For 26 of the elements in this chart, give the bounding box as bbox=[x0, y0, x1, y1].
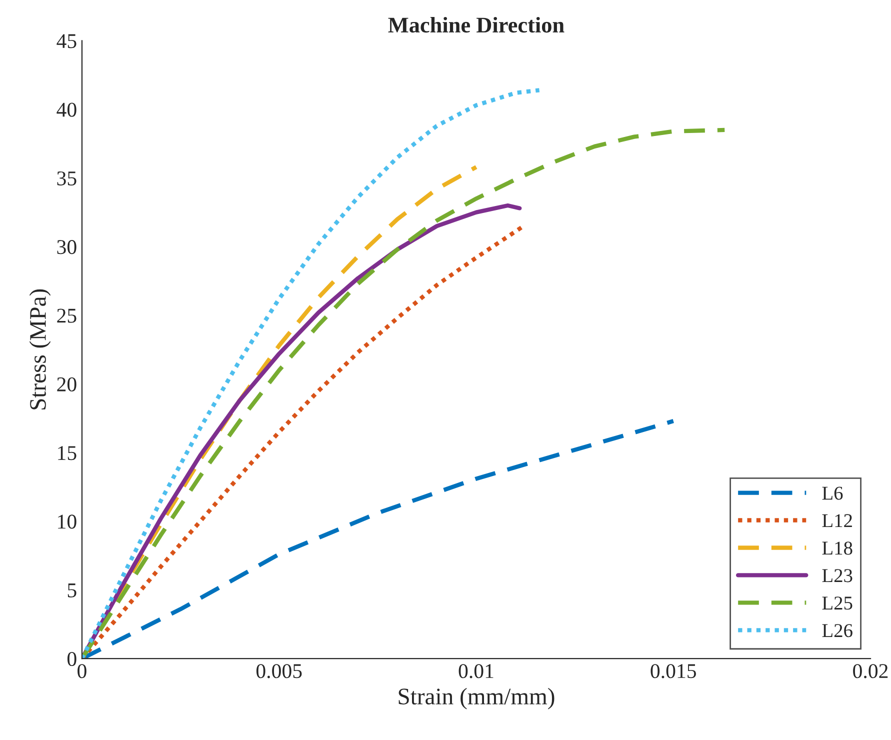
legend-label: L18 bbox=[822, 542, 852, 555]
y-tick-label: 0 bbox=[67, 652, 76, 666]
line-series bbox=[82, 88, 542, 659]
x-tick-label: 0.005 bbox=[256, 664, 302, 678]
x-tick-label: 0.02 bbox=[853, 664, 888, 678]
y-tick-label: 10 bbox=[58, 514, 76, 529]
legend-label: L12 bbox=[822, 514, 852, 528]
line-series bbox=[82, 128, 727, 659]
y-tick-label: 30 bbox=[57, 240, 76, 254]
y-tick-label: 25 bbox=[57, 308, 76, 323]
legend-label: L6 bbox=[822, 486, 843, 500]
legend-label: L26 bbox=[822, 624, 852, 638]
y-axis-title: Stress (MPa) bbox=[29, 289, 51, 410]
legend-label: L25 bbox=[822, 596, 852, 610]
y-tick-label: 5 bbox=[68, 584, 76, 598]
y-tick-label: 20 bbox=[57, 377, 76, 392]
chart-title: Machine Direction bbox=[388, 16, 564, 33]
x-tick-label: 0.01 bbox=[458, 664, 494, 678]
y-tick-label: 45 bbox=[56, 34, 76, 48]
x-tick-label: 0.015 bbox=[650, 664, 696, 678]
x-tick-label: 0 bbox=[78, 664, 86, 678]
x-axis-title: Strain (mm/mm) bbox=[398, 688, 554, 710]
y-tick-label: 40 bbox=[56, 102, 76, 117]
y-tick-label: 35 bbox=[57, 171, 76, 186]
y-tick-label: 15 bbox=[58, 446, 76, 460]
legend-label: L23 bbox=[822, 569, 852, 582]
